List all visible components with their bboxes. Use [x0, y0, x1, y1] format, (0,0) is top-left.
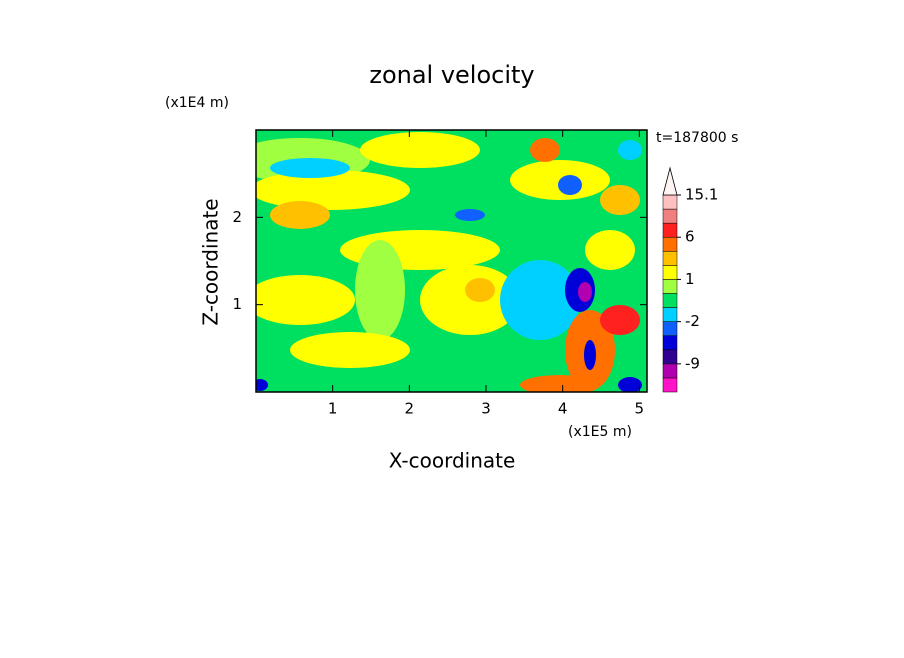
colorbar-segment — [662, 307, 678, 322]
colorbar-segment — [662, 321, 678, 336]
colorbar-segment — [662, 279, 678, 294]
colorbar-extension — [662, 166, 678, 196]
colorbar-segment — [662, 222, 678, 238]
colorbar-tick-label: -9 — [685, 354, 700, 372]
x-tick-label: 5 — [635, 400, 645, 418]
plot-frame — [255, 129, 648, 393]
colorbar-tick-label: -2 — [685, 312, 700, 330]
y-tick-label: 1 — [232, 295, 242, 313]
colorbar-segment — [662, 335, 678, 351]
x-tick-label: 2 — [405, 400, 415, 418]
contour-field — [256, 130, 647, 392]
colorbar-segment — [662, 377, 678, 393]
x-axis-label: X-coordinate — [389, 449, 516, 473]
colorbar-segment — [662, 251, 678, 266]
x-unit: (x1E5 m) — [568, 424, 632, 440]
colorbar-segment — [662, 293, 678, 308]
colorbar-tick-label: 1 — [685, 270, 695, 288]
colorbar-segment — [662, 265, 678, 280]
x-tick-label: 1 — [328, 400, 338, 418]
colorbar-tick-label: 15.1 — [685, 186, 718, 204]
colorbar-tick-label: 6 — [685, 228, 695, 246]
colorbar-segment — [662, 194, 678, 210]
colorbar-segment — [662, 236, 678, 252]
y-unit: (x1E4 m) — [165, 95, 229, 111]
colorbar-segment — [662, 363, 678, 379]
y-axis-label: Z-coordinate — [199, 198, 223, 325]
x-tick-label: 3 — [481, 400, 491, 418]
colorbar-segment — [662, 349, 678, 365]
x-tick-label: 4 — [558, 400, 568, 418]
time-label: t=187800 s — [656, 130, 738, 146]
chart-title: zonal velocity — [369, 61, 534, 89]
y-tick-label: 2 — [232, 208, 242, 226]
colorbar-segment — [662, 208, 678, 224]
